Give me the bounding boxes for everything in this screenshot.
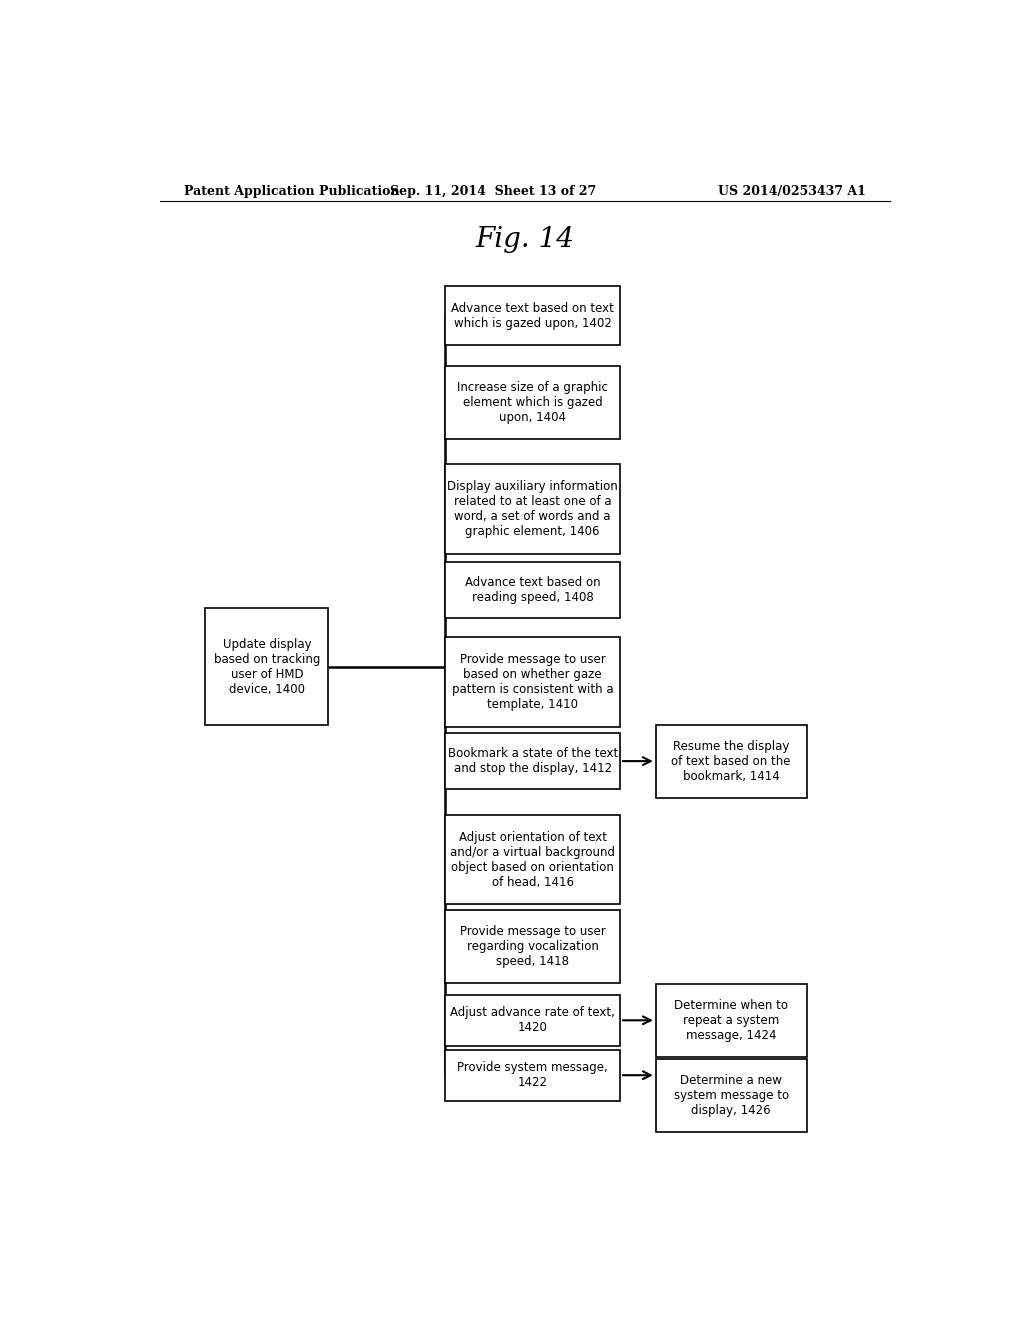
FancyBboxPatch shape: [206, 609, 329, 725]
FancyBboxPatch shape: [655, 725, 807, 797]
Text: Fig. 14: Fig. 14: [475, 226, 574, 253]
FancyBboxPatch shape: [445, 1049, 620, 1101]
FancyBboxPatch shape: [445, 286, 620, 346]
Text: Advance text based on
reading speed, 1408: Advance text based on reading speed, 140…: [465, 577, 600, 605]
Text: Determine a new
system message to
display, 1426: Determine a new system message to displa…: [674, 1074, 788, 1117]
Text: Provide message to user
based on whether gaze
pattern is consistent with a
templ: Provide message to user based on whether…: [452, 653, 613, 711]
FancyBboxPatch shape: [445, 366, 620, 440]
Text: Display auxiliary information
related to at least one of a
word, a set of words : Display auxiliary information related to…: [447, 480, 618, 539]
Text: Patent Application Publication: Patent Application Publication: [183, 185, 399, 198]
Text: Sep. 11, 2014  Sheet 13 of 27: Sep. 11, 2014 Sheet 13 of 27: [390, 185, 596, 198]
Text: Adjust advance rate of text,
1420: Adjust advance rate of text, 1420: [451, 1006, 615, 1035]
FancyBboxPatch shape: [445, 638, 620, 726]
Text: Determine when to
repeat a system
message, 1424: Determine when to repeat a system messag…: [674, 999, 788, 1041]
FancyBboxPatch shape: [445, 562, 620, 618]
Text: Increase size of a graphic
element which is gazed
upon, 1404: Increase size of a graphic element which…: [458, 381, 608, 424]
FancyBboxPatch shape: [445, 909, 620, 982]
FancyBboxPatch shape: [445, 995, 620, 1045]
Text: Resume the display
of text based on the
bookmark, 1414: Resume the display of text based on the …: [672, 739, 791, 783]
Text: US 2014/0253437 A1: US 2014/0253437 A1: [718, 185, 866, 198]
FancyBboxPatch shape: [445, 465, 620, 554]
Text: Bookmark a state of the text
and stop the display, 1412: Bookmark a state of the text and stop th…: [447, 747, 617, 775]
FancyBboxPatch shape: [655, 983, 807, 1057]
Text: Provide system message,
1422: Provide system message, 1422: [458, 1061, 608, 1089]
FancyBboxPatch shape: [445, 733, 620, 789]
Text: Advance text based on text
which is gazed upon, 1402: Advance text based on text which is gaze…: [452, 302, 614, 330]
Text: Provide message to user
regarding vocalization
speed, 1418: Provide message to user regarding vocali…: [460, 924, 605, 968]
FancyBboxPatch shape: [655, 1059, 807, 1133]
Text: Update display
based on tracking
user of HMD
device, 1400: Update display based on tracking user of…: [214, 638, 321, 696]
Text: Adjust orientation of text
and/or a virtual background
object based on orientati: Adjust orientation of text and/or a virt…: [451, 830, 615, 888]
FancyBboxPatch shape: [445, 814, 620, 904]
